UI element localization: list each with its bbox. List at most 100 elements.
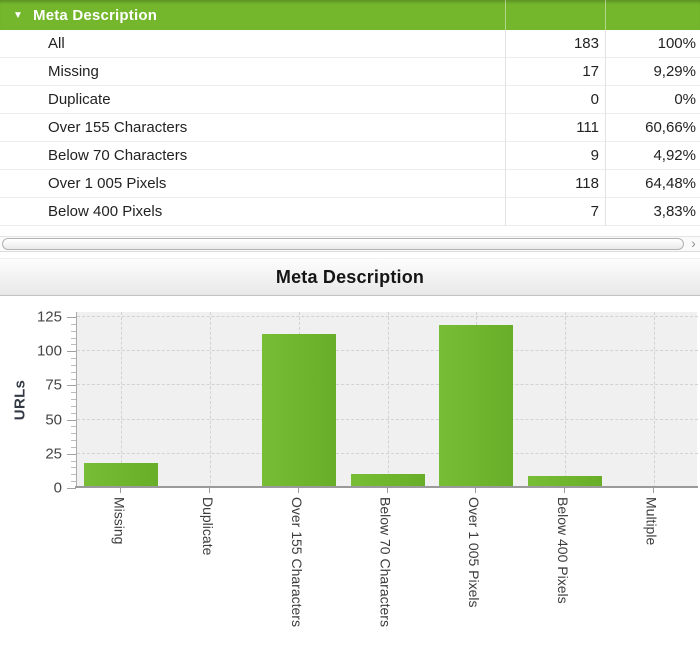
y-axis-tick-major — [67, 453, 76, 455]
row-label: All — [48, 35, 65, 52]
y-axis-tick-minor — [71, 412, 76, 414]
x-axis-label: Below 70 Characters — [377, 497, 394, 627]
gridline-vertical — [564, 312, 566, 488]
row-label: Missing — [48, 63, 99, 80]
y-axis-tick-minor — [71, 392, 76, 394]
scrollbar-thumb[interactable] — [2, 238, 684, 250]
y-axis-tick-minor — [71, 344, 76, 346]
y-axis-tick-minor — [71, 426, 76, 428]
x-axis-label: Below 400 Pixels — [554, 497, 571, 604]
table-row-over-1005-pixels[interactable]: Over 1 005 Pixels 118 64,48% — [0, 170, 700, 198]
header-column-divider — [505, 0, 506, 30]
row-count: 17 — [582, 63, 599, 80]
y-axis-tick-minor — [71, 371, 76, 373]
y-axis-tick-minor — [71, 405, 76, 407]
bar-below-400-pixels — [527, 476, 602, 486]
scroll-right-arrow-icon[interactable]: › — [691, 235, 696, 251]
chart-plot-area — [76, 312, 698, 488]
y-axis-tick-minor — [71, 337, 76, 339]
y-axis-tick-minor — [71, 474, 76, 476]
x-axis-tick — [475, 488, 477, 493]
bar-over-1-005-pixels — [439, 325, 514, 486]
row-label: Duplicate — [48, 91, 111, 108]
y-axis-tick-label: 125 — [36, 308, 62, 326]
x-axis-tick — [563, 488, 565, 493]
header-column-divider — [605, 0, 606, 30]
row-percent: 64,48% — [645, 175, 696, 192]
x-axis-label: Missing — [111, 497, 128, 545]
row-count: 9 — [590, 147, 599, 164]
row-label: Over 155 Characters — [48, 119, 188, 136]
y-axis-tick-minor — [71, 440, 76, 442]
collapse-triangle-icon[interactable]: ▼ — [13, 9, 23, 21]
table-row-missing[interactable]: Missing 17 9,29% — [0, 58, 700, 86]
row-count: 111 — [576, 119, 599, 136]
table-column-divider — [605, 30, 606, 226]
row-percent: 100% — [657, 35, 696, 52]
panel-header[interactable]: ▼ Meta Description — [0, 0, 700, 30]
x-axis-tick — [120, 488, 122, 493]
gridline-vertical — [121, 312, 123, 488]
row-count: 0 — [590, 91, 599, 108]
row-count: 118 — [575, 175, 599, 192]
y-axis-tick-major — [67, 351, 76, 353]
gridline-vertical — [210, 312, 212, 488]
y-axis-tick-major — [67, 488, 76, 489]
row-percent: 60,66% — [645, 119, 696, 136]
table-row-all[interactable]: All 183 100% — [0, 30, 700, 58]
row-percent: 4,92% — [653, 147, 696, 164]
y-axis-tick-label: 25 — [45, 445, 62, 463]
bar-below-70-characters — [350, 474, 425, 486]
y-axis-tick-minor — [71, 364, 76, 366]
bar-chart: URLs Missing Duplicate Over 155 Characters… — [0, 296, 700, 647]
gridline-vertical — [387, 312, 389, 488]
y-axis-tick-major — [67, 317, 76, 318]
y-axis-tick-minor — [71, 330, 76, 332]
y-axis-tick-major — [67, 385, 76, 387]
x-axis-label: Multiple — [643, 497, 660, 546]
x-axis-tick — [297, 488, 299, 493]
y-axis-tick-minor — [71, 378, 76, 380]
x-axis-label: Duplicate — [200, 497, 217, 556]
y-axis-tick-label: 100 — [36, 342, 62, 360]
table-row-below-400-pixels[interactable]: Below 400 Pixels 7 3,83% — [0, 198, 700, 226]
bar-over-155-characters — [261, 334, 336, 486]
y-axis-tick-label: 50 — [45, 411, 62, 429]
x-axis-tick — [386, 488, 388, 493]
row-label: Below 70 Characters — [48, 147, 188, 164]
row-percent: 9,29% — [653, 63, 696, 80]
chart-title-bar: Meta Description — [0, 258, 700, 296]
y-axis-tick-label: 0 — [53, 479, 62, 497]
x-axis-label: Over 155 Characters — [288, 497, 305, 627]
horizontal-scrollbar[interactable]: › — [0, 236, 700, 252]
row-count: 183 — [573, 35, 599, 52]
x-axis-label: Over 1 005 Pixels — [466, 497, 483, 608]
y-axis-tick-minor — [71, 446, 76, 448]
x-axis-tick — [652, 488, 654, 493]
row-percent: 3,83% — [653, 203, 696, 220]
bar-missing — [84, 463, 159, 486]
y-axis-tick-minor — [71, 460, 76, 462]
row-label: Below 400 Pixels — [48, 203, 163, 220]
table-row-over-155-characters[interactable]: Over 155 Characters 111 60,66% — [0, 114, 700, 142]
y-axis-tick-minor — [71, 358, 76, 360]
panel-header-title: Meta Description — [33, 6, 158, 24]
row-label: Over 1 005 Pixels — [48, 175, 167, 192]
x-axis-tick — [209, 488, 211, 493]
y-axis-tick-minor — [71, 433, 76, 435]
y-axis-tick-label: 75 — [45, 376, 62, 394]
chart-title: Meta Description — [275, 266, 425, 287]
y-axis-tick-minor — [71, 467, 76, 469]
table-column-divider — [505, 30, 506, 226]
x-axis-line — [75, 486, 698, 488]
gridline-vertical — [653, 312, 655, 488]
y-axis-tick-minor — [71, 399, 76, 401]
table-row-below-70-characters[interactable]: Below 70 Characters 9 4,92% — [0, 142, 700, 170]
y-axis-tick-minor — [71, 481, 76, 483]
table-row-duplicate[interactable]: Duplicate 0 0% — [0, 86, 700, 114]
row-count: 7 — [590, 203, 599, 220]
y-axis-tick-major — [67, 419, 76, 421]
y-axis-tick-minor — [71, 323, 76, 325]
row-percent: 0% — [674, 91, 696, 108]
